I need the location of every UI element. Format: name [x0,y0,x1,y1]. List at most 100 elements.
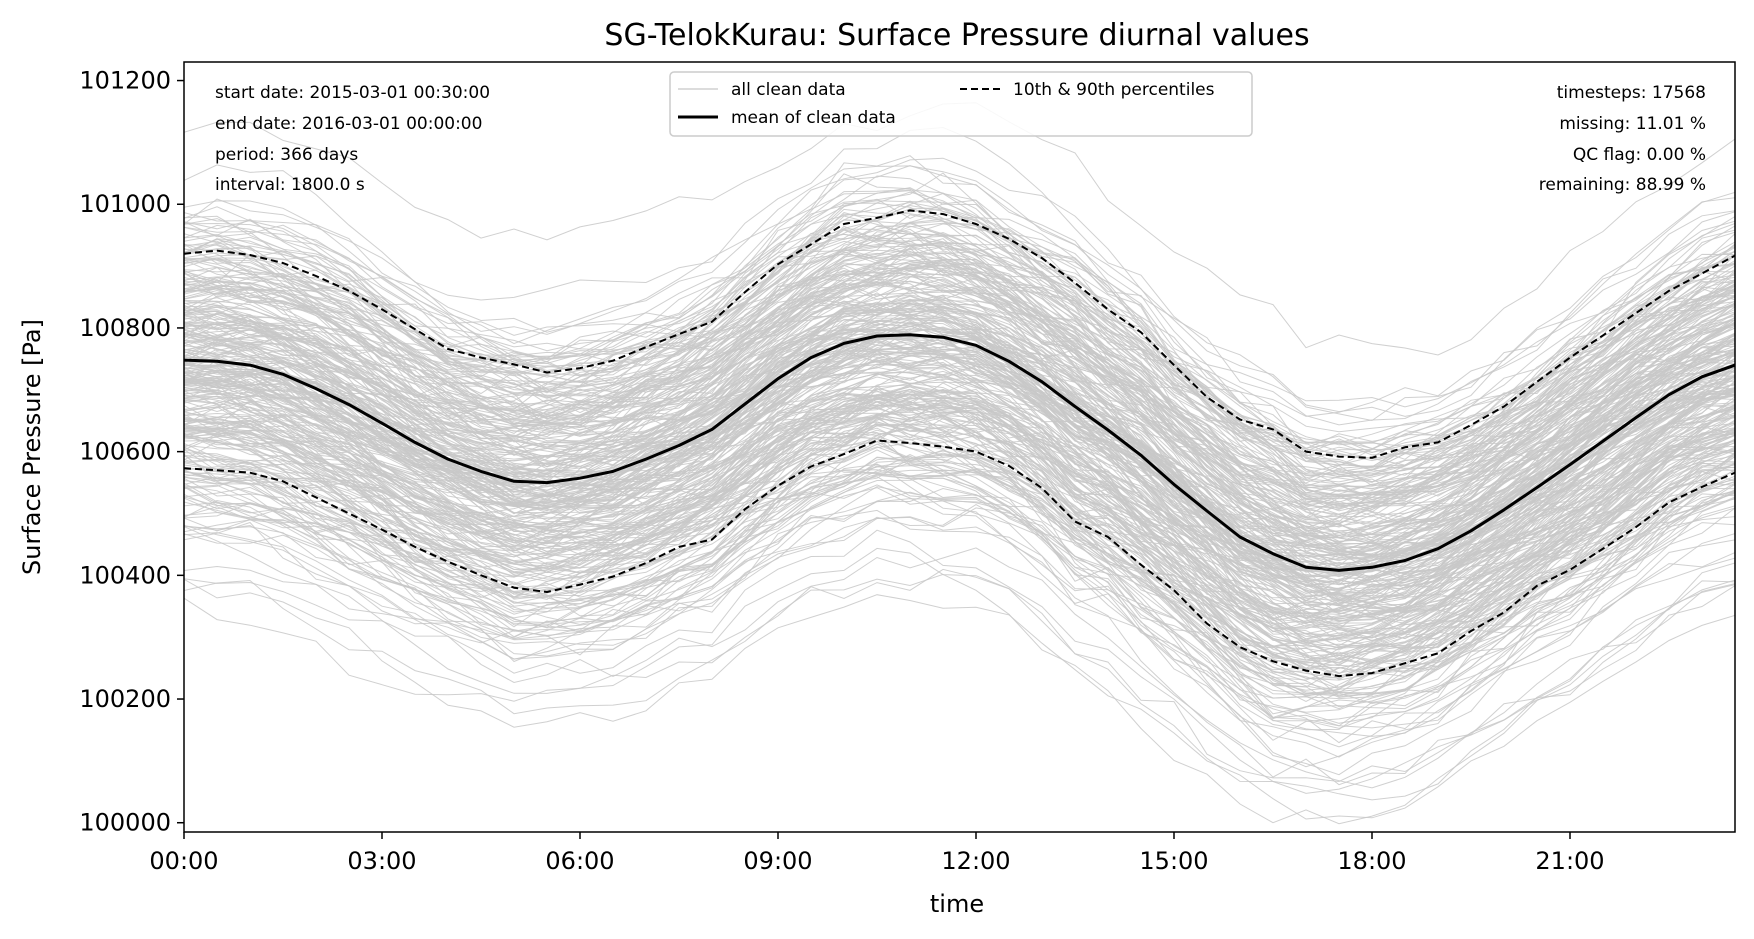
mean-of-clean-data-line [184,333,1735,572]
clean-data-line [184,452,1735,700]
clean-data-line [184,319,1735,553]
clean-data-line [184,457,1735,691]
90th-percentile-line [184,209,1735,459]
clean-data-line [184,270,1735,483]
info-period: period: 366 days [215,145,358,165]
x-tick-label: 03:00 [347,847,416,875]
x-tick-label: 00:00 [149,847,218,875]
clean-data-line [184,157,1735,417]
plot-frame [183,61,1736,833]
chart-title: SG-TelokKurau: Surface Pressure diurnal … [604,18,1309,53]
clean-data-line [184,252,1735,500]
clean-data-line [184,547,1735,789]
x-axis-label: time [930,890,984,918]
clean-data-line [184,372,1735,601]
clean-data-line [184,426,1735,667]
clean-data-line [184,380,1735,620]
series-lines [184,209,1735,678]
clean-data-line [184,568,1735,783]
clean-data-line [184,299,1735,543]
legend-label-mean: mean of clean data [731,108,896,128]
clean-data-line [184,404,1735,638]
clean-data-line [184,265,1735,523]
clean-data-line [184,233,1735,469]
clean-data-line [184,351,1735,583]
clean-data-line [184,358,1735,590]
legend-label-clean: all clean data [731,80,846,100]
clean-data-line [184,258,1735,507]
info-end-date: end date: 2016-03-01 00:00:00 [215,114,482,134]
clean-data-line [184,379,1735,619]
clean-data-line [184,198,1735,458]
clean-data-line [184,434,1735,688]
x-axis-ticks: 00:00 03:00 06:00 09:00 12:00 15:00 18:00 21:00 [149,832,1605,875]
clean-data-line [184,393,1735,633]
clean-data-line [184,397,1735,618]
clean-data-line [184,229,1735,507]
clean-data-line [184,189,1735,454]
clean-data-line [184,486,1735,693]
clean-data-line [184,201,1735,454]
clean-data-line [184,529,1735,801]
clean-data-line [184,366,1735,630]
y-axis-label: Surface Pressure [Pa] [18,319,46,575]
clean-data-line [184,482,1735,737]
y-tick-label: 101000 [79,190,171,218]
clean-data-line [184,465,1735,713]
clean-data-line [184,498,1735,748]
clean-data-line [184,323,1735,585]
clean-data-line [184,313,1735,542]
legend-label-percentiles: 10th & 90th percentiles [1013,80,1215,100]
clean-data-line [184,440,1735,727]
clean-data-line [184,455,1735,697]
clean-data-line [184,359,1735,612]
info-timesteps: timesteps: 17568 [1557,83,1706,103]
info-interval: interval: 1800.0 s [215,175,365,195]
y-axis-ticks: 100000 100200 100400 100600 100800 101000 1012… [79,67,184,837]
clean-data-line [184,304,1735,525]
clean-data-line [184,395,1735,625]
x-tick-label: 15:00 [1139,847,1208,875]
legend-box [669,71,1253,137]
clean-data-line [184,411,1735,670]
y-tick-label: 100200 [79,685,171,713]
10th-percentile-line [184,439,1735,678]
clean-data-line [184,407,1735,646]
clean-data-line [184,225,1735,483]
clean-data-line [184,228,1735,473]
clean-data-line [184,261,1735,525]
y-tick-label: 100000 [79,809,171,837]
legend: all clean data mean of clean data 10th &… [669,71,1253,137]
clean-data-line [184,573,1735,825]
clean-data-line [184,469,1735,715]
y-tick-label: 100600 [79,438,171,466]
clean-data-line [184,295,1735,599]
series-10th-percentile [184,439,1735,678]
y-tick-label: 100400 [79,561,171,589]
clean-data-line [184,165,1735,426]
clean-data-line [184,474,1735,741]
clean-data-line [184,292,1735,529]
clean-data-line [184,281,1735,558]
info-left-annotations: start date: 2015-03-01 00:30:00 end date… [215,83,490,195]
clean-data-line [184,192,1735,417]
clean-data-line [184,294,1735,555]
clean-data-line [184,487,1735,705]
clean-data-line [184,413,1735,633]
clean-data-line [184,373,1735,648]
x-tick-label: 18:00 [1337,847,1406,875]
clean-data-line [184,175,1735,457]
info-start-date: start date: 2015-03-01 00:30:00 [215,83,490,103]
info-right-annotations: timesteps: 17568 missing: 11.01 % QC fla… [1539,83,1706,195]
x-tick-label: 09:00 [743,847,812,875]
clean-data-line [184,191,1735,450]
clean-data-line [184,547,1735,794]
clean-data-line [184,463,1735,696]
info-qc-flag: QC flag: 0.00 % [1573,145,1706,165]
clean-data-line [184,423,1735,657]
clean-data-line [184,155,1735,433]
clean-data-line [184,259,1735,510]
x-tick-label: 12:00 [941,847,1010,875]
info-missing: missing: 11.01 % [1559,114,1706,134]
